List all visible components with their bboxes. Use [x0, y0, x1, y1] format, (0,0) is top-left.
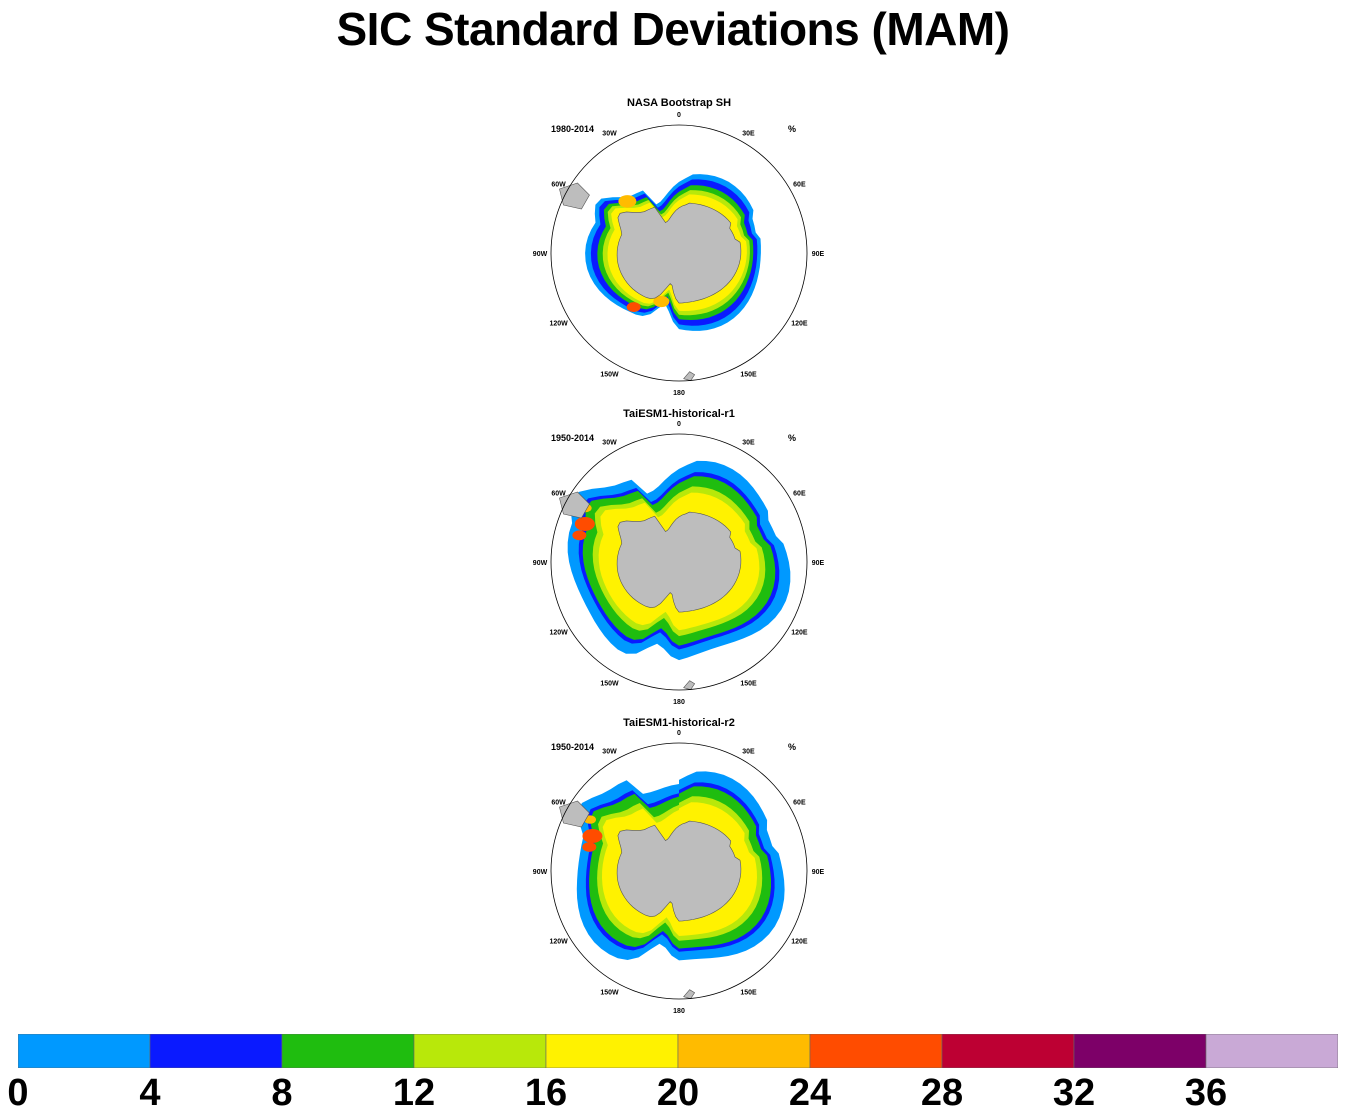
longitude-label: 90E [812, 251, 825, 258]
longitude-label: 90W [533, 251, 548, 258]
antarctica-land [616, 202, 742, 304]
longitude-label: 60W [551, 182, 566, 189]
longitude-label: 150E [740, 680, 757, 687]
longitude-label: 150E [740, 989, 757, 996]
panel-title: NASA Bootstrap SH [627, 97, 731, 109]
colorbar-box [545, 1034, 679, 1068]
longitude-label: 30W [602, 440, 617, 447]
sic-hotspot [574, 516, 595, 531]
colorbar-tick-label: 24 [788, 1072, 832, 1114]
panel-period: 1980-2014 [551, 124, 594, 134]
map-panel-taiesm1-r2: TaiESM1-historical-r2 1950-2014 % 0 30E 60… [520, 712, 840, 1015]
new-zealand-land [683, 371, 696, 382]
colorbar-box [809, 1034, 943, 1068]
south-america-land [559, 491, 590, 519]
longitude-label: 120E [791, 630, 808, 637]
longitude-label: 90W [533, 560, 548, 567]
colorbar-box [941, 1034, 1075, 1068]
map-boundary [550, 433, 808, 691]
map-panel-nasa-bootstrap: NASA Bootstrap SH 1980-2014 % 0 30E 60E 90E… [520, 94, 840, 397]
south-america-land [559, 800, 590, 828]
longitude-label: 30E [742, 131, 755, 138]
polar-map-taiesm1-r2: TaiESM1-historical-r2 1950-2014 % 0 30E 60… [533, 717, 825, 1015]
longitude-label: 120W [549, 321, 568, 328]
sic-hotspot [653, 295, 670, 308]
longitude-label: 120W [549, 630, 568, 637]
panel-period: 1950-2014 [551, 433, 594, 443]
longitude-label: 120E [791, 939, 808, 946]
colorbar-tick-label: 32 [1052, 1072, 1096, 1114]
longitude-label: 30W [602, 749, 617, 756]
map-boundary [550, 124, 808, 382]
sic-hotspot [582, 829, 603, 844]
new-zealand-land [683, 989, 696, 1000]
longitude-label: 120E [791, 321, 808, 328]
sic-hotspot [582, 842, 597, 852]
panel-units: % [788, 124, 796, 134]
sic-hotspot [572, 530, 587, 541]
longitude-label: 90E [812, 869, 825, 876]
longitude-label: 150W [600, 680, 619, 687]
new-zealand-land [683, 680, 696, 691]
panel-title: TaiESM1-historical-r2 [623, 717, 735, 729]
map-boundary [550, 742, 808, 1000]
longitude-label: 0 [677, 112, 681, 119]
antarctica-land [616, 820, 742, 922]
longitude-label: 120W [549, 939, 568, 946]
longitude-label: 180 [673, 1008, 685, 1015]
colorbar-tick-label: 28 [920, 1072, 964, 1114]
longitude-label: 60E [793, 182, 806, 189]
colorbar-box [149, 1034, 283, 1068]
longitude-label: 180 [673, 699, 685, 706]
longitude-label: 0 [677, 730, 681, 737]
map-panel-taiesm1-r1: TaiESM1-historical-r1 1950-2014 % 0 30E 60… [520, 403, 840, 706]
longitude-label: 60W [551, 800, 566, 807]
longitude-label: 60E [793, 800, 806, 807]
polar-map-nasa-bootstrap: NASA Bootstrap SH 1980-2014 % 0 30E 60E 90E… [533, 97, 825, 397]
longitude-label: 150W [600, 989, 619, 996]
sic-hotspot [626, 302, 641, 312]
colorbar-tick-label: 36 [1184, 1072, 1228, 1114]
antarctica-land [616, 511, 742, 613]
colorbar-tick-label: 8 [271, 1072, 293, 1114]
longitude-label: 0 [677, 421, 681, 428]
longitude-label: 30E [742, 749, 755, 756]
figure-title: SIC Standard Deviations (MAM) [336, 3, 1010, 55]
colorbar-tick-labels: 0 4 8 12 16 20 24 28 32 36 [0, 1072, 1346, 1117]
colorbar-boxes [18, 1034, 1338, 1068]
colorbar-tick-label: 0 [7, 1072, 29, 1114]
colorbar [18, 1034, 1338, 1068]
polar-map-taiesm1-r1: TaiESM1-historical-r1 1950-2014 % 0 30E 60… [533, 408, 825, 706]
panel-period: 1950-2014 [551, 742, 594, 752]
longitude-label: 90W [533, 869, 548, 876]
colorbar-box [413, 1034, 547, 1068]
longitude-label: 150E [740, 371, 757, 378]
panel-units: % [788, 433, 796, 443]
longitude-label: 180 [673, 390, 685, 397]
panel-title: TaiESM1-historical-r1 [623, 408, 735, 420]
longitude-label: 60W [551, 491, 566, 498]
colorbar-box [18, 1034, 151, 1068]
colorbar-box [281, 1034, 415, 1068]
colorbar-box [677, 1034, 811, 1068]
south-america-land [559, 182, 590, 210]
longitude-label: 30W [602, 131, 617, 138]
colorbar-tick-label: 20 [656, 1072, 700, 1114]
colorbar-box [1205, 1034, 1338, 1068]
longitude-label: 60E [793, 491, 806, 498]
colorbar-tick-label: 12 [392, 1072, 436, 1114]
panel-units: % [788, 742, 796, 752]
colorbar-tick-label: 16 [524, 1072, 568, 1114]
colorbar-box [1073, 1034, 1207, 1068]
longitude-label: 90E [812, 560, 825, 567]
longitude-label: 150W [600, 371, 619, 378]
colorbar-tick-label: 4 [139, 1072, 161, 1114]
sic-hotspot [618, 195, 637, 208]
longitude-label: 30E [742, 440, 755, 447]
